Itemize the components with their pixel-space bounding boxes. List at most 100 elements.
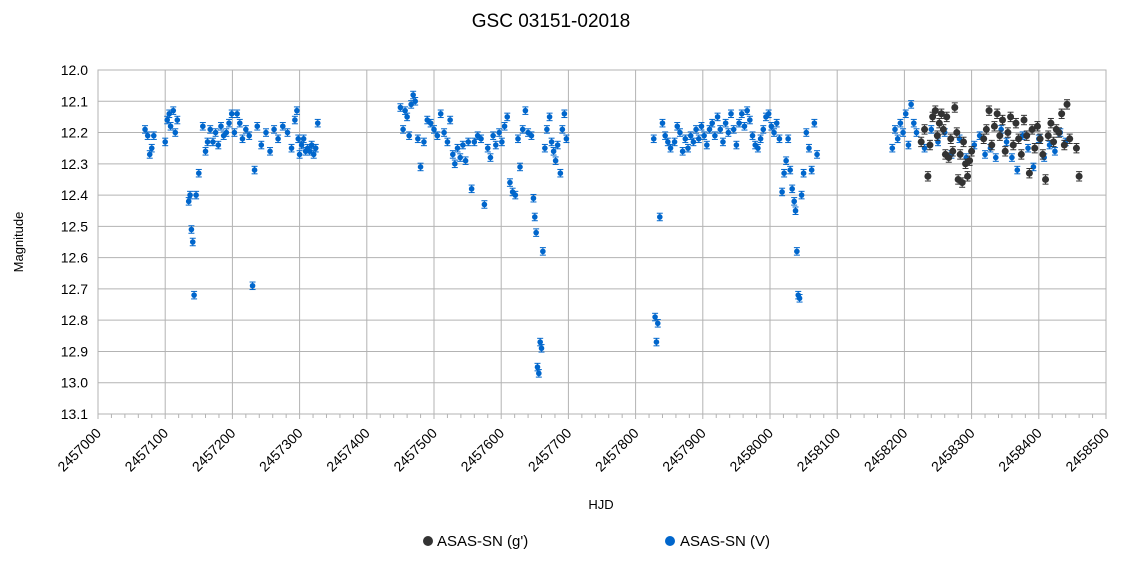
data-point	[164, 117, 171, 123]
data-point	[236, 120, 243, 126]
y-tick-label: 12.4	[61, 187, 88, 203]
data-point	[905, 142, 912, 148]
data-point	[460, 142, 466, 148]
data-point	[800, 170, 807, 176]
y-tick-label: 12.7	[61, 281, 88, 297]
data-point	[690, 139, 697, 145]
data-point	[798, 192, 805, 198]
data-point	[992, 154, 999, 161]
data-point	[1009, 154, 1015, 161]
data-point	[738, 110, 745, 117]
x-tick-label: 2457300	[256, 425, 306, 475]
data-point	[204, 139, 211, 145]
data-point	[913, 129, 920, 136]
data-point	[172, 129, 179, 136]
x-axis-label: HJD	[588, 497, 613, 512]
data-point	[698, 123, 705, 130]
data-point	[1020, 116, 1028, 124]
data-point	[921, 125, 929, 133]
y-axis-label: Magnitude	[11, 212, 26, 273]
data-point	[258, 142, 265, 148]
data-point	[1060, 141, 1068, 149]
data-point	[218, 123, 224, 130]
data-point	[900, 129, 906, 136]
data-point	[150, 132, 157, 139]
y-axis-ticks: 12.0 12.1 12.2 12.3 12.4 12.5 12.6 12.7 12.8 12.9…	[61, 62, 88, 422]
data-point	[1023, 132, 1031, 140]
data-point	[659, 120, 666, 126]
data-point	[501, 123, 508, 130]
data-point	[251, 167, 258, 173]
data-point	[653, 339, 660, 345]
data-point	[889, 145, 896, 151]
y-tick-label: 12.5	[61, 218, 88, 234]
data-point	[781, 170, 787, 176]
x-tick-label: 2458100	[793, 425, 843, 475]
data-point	[706, 126, 713, 133]
y-tick-label: 13.1	[61, 406, 88, 422]
data-point	[239, 136, 246, 142]
data-point	[725, 129, 732, 136]
data-point	[275, 136, 281, 142]
data-point	[933, 132, 941, 140]
data-point	[749, 132, 756, 139]
x-tick-label: 2457700	[525, 425, 575, 475]
y-tick-label: 13.0	[61, 375, 88, 391]
x-tick-label: 2457800	[592, 425, 642, 475]
data-point	[532, 214, 538, 220]
data-point	[412, 98, 418, 105]
data-point	[223, 129, 230, 136]
x-tick-label: 2458000	[726, 425, 776, 475]
data-point	[397, 104, 404, 111]
data-point	[768, 123, 775, 130]
data-point	[292, 117, 298, 123]
data-point	[924, 172, 932, 180]
data-point	[996, 132, 1004, 140]
data-point	[1052, 148, 1058, 155]
data-point	[478, 136, 484, 142]
data-point	[530, 195, 537, 202]
data-point	[1055, 129, 1063, 137]
data-point	[148, 145, 155, 151]
x-tick-label: 2458300	[928, 425, 978, 475]
data-point	[144, 132, 151, 139]
data-point	[953, 129, 961, 137]
data-point	[982, 125, 990, 133]
data-point	[196, 170, 202, 176]
data-point	[188, 226, 195, 233]
data-point	[189, 239, 196, 245]
data-point	[917, 138, 925, 146]
data-point	[308, 142, 315, 148]
data-point	[1015, 135, 1023, 143]
legend-label-v: ASAS-SN (V)	[680, 533, 770, 550]
data-point	[806, 145, 812, 151]
data-point	[1033, 122, 1041, 130]
data-point	[714, 114, 721, 120]
data-point	[674, 123, 681, 130]
data-point	[677, 129, 683, 136]
data-point	[200, 123, 206, 130]
data-point	[771, 129, 777, 136]
data-point	[271, 126, 277, 133]
data-point	[421, 139, 427, 145]
data-point	[1063, 100, 1071, 108]
data-point	[897, 120, 904, 126]
x-tick-label: 2458200	[861, 425, 911, 475]
data-point	[191, 292, 197, 298]
data-point	[465, 139, 472, 145]
data-point	[1009, 141, 1017, 149]
data-point	[563, 136, 570, 142]
data-point	[402, 107, 408, 114]
data-point	[755, 145, 761, 151]
data-point	[1050, 138, 1058, 146]
x-tick-label: 2457400	[323, 425, 373, 475]
data-point	[437, 110, 444, 117]
data-point	[187, 192, 193, 198]
data-point	[522, 107, 529, 114]
data-point	[542, 145, 548, 151]
data-point	[741, 123, 748, 130]
plot-area	[97, 69, 1107, 415]
data-point	[662, 132, 668, 139]
data-point	[434, 132, 441, 139]
